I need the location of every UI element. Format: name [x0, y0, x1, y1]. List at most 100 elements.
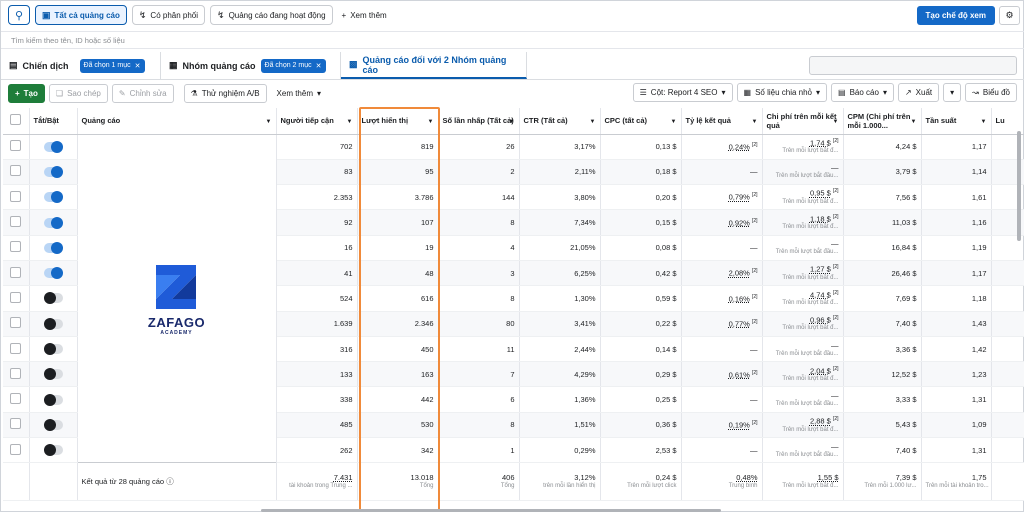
delivery-toggle[interactable]	[43, 241, 63, 254]
search-icon[interactable]: ⚲	[8, 5, 30, 25]
impressions-cell: 342	[357, 437, 439, 464]
delivery-toggle[interactable]	[43, 444, 63, 457]
search-input[interactable]: Tìm kiếm theo tên, ID hoặc số liệu	[1, 31, 1024, 49]
columns-button[interactable]: ☰ Cột: Report 4 SEO ▾	[632, 83, 733, 102]
col-toggle[interactable]: Tắt/Bật	[29, 108, 78, 135]
row-checkbox[interactable]	[3, 134, 30, 160]
delivery-toggle[interactable]	[43, 267, 63, 280]
col-frequency[interactable]: Tần suất ▼	[921, 108, 992, 135]
table-row[interactable]: 338 442 6 1,36% 0,25 $ — — Trên mỗi lượt bắt đầ…	[3, 386, 1024, 413]
select-all-checkbox[interactable]	[3, 108, 30, 135]
date-range-box[interactable]	[809, 56, 1017, 75]
close-icon[interactable]: ✕	[134, 62, 141, 70]
result-rate-cell: —	[681, 235, 763, 261]
table-row[interactable]: 16 19 4 21,05% 0,08 $ — — Trên mỗi lượt bắt đầu…	[3, 235, 1024, 261]
export-menu-button[interactable]: ▾	[943, 83, 962, 102]
delivery-toggle[interactable]	[43, 292, 63, 305]
row-checkbox[interactable]	[3, 159, 30, 186]
info-icon[interactable]: ⓘ	[166, 477, 174, 487]
cpc-cell: 0,15 $	[600, 209, 682, 236]
row-checkbox[interactable]	[3, 235, 30, 261]
row-checkbox[interactable]	[3, 437, 30, 464]
close-icon[interactable]: ✕	[315, 62, 322, 70]
cpc-cell: 0,13 $	[600, 134, 682, 160]
adset-selection-chip[interactable]: Đã chọn 2 mục ✕	[260, 58, 326, 73]
delivery-toggle[interactable]	[43, 368, 63, 381]
table-row[interactable]: 1.639 2.346 80 3,41% 0,22 $0,77% [2] 0,96 $ […	[3, 311, 1024, 337]
col-cpm[interactable]: CPM (Chi phí trên mỗi 1.000... ▼	[843, 108, 922, 135]
row-checkbox[interactable]	[3, 184, 30, 211]
table-row[interactable]: ZAFAGO ACADEMY 702 819 26 3,17% 0,13 $0,24% …	[3, 134, 1024, 463]
col-ctr[interactable]: CTR (Tất cả) ▼	[519, 108, 601, 135]
breakdown-button[interactable]: ▦ Số liệu chia nhỏ ▾	[736, 83, 828, 102]
more-actions-button[interactable]: Xem thêm ▾	[270, 83, 328, 103]
row-checkbox[interactable]	[3, 285, 30, 312]
col-ad[interactable]: Quảng cáo ▼	[77, 108, 277, 135]
table-row[interactable]: 2.353 3.786 144 3,80% 0,20 $0,79% [2] 0,95 $ …	[3, 184, 1024, 211]
row-checkbox[interactable]	[3, 311, 30, 337]
table-row[interactable]: 262 342 1 0,29% 2,53 $ — — Trên mỗi lượt bắt đầ…	[3, 437, 1024, 464]
row-checkbox[interactable]	[3, 412, 30, 439]
horizontal-scrollbar[interactable]	[261, 509, 721, 512]
tab-campaigns[interactable]: ▤ Chiến dịch Đã chọn 1 mục ✕	[1, 52, 161, 79]
cost-per-result-cell: 1,27 $ [2] Trên mỗi lượt bắt đ...	[762, 260, 844, 287]
cpm-cell: 5,43 $	[843, 412, 922, 439]
ab-test-button[interactable]: ⚗ Thử nghiệm A/B	[183, 83, 267, 103]
ctr-cell: 1,30%	[519, 285, 601, 312]
breakdown-icon: ▦	[743, 88, 752, 97]
duplicate-button[interactable]: ❏ Sao chép	[48, 83, 108, 103]
filter-all-ads[interactable]: ▣ Tất cả quảng cáo	[35, 5, 127, 25]
cpc-cell: 0,22 $	[600, 311, 682, 337]
delivery-toggle[interactable]	[43, 418, 63, 431]
vertical-scrollbar[interactable]	[1017, 131, 1021, 241]
col-cpc[interactable]: CPC (tất cả) ▼	[600, 108, 682, 135]
row-checkbox[interactable]	[3, 209, 30, 236]
delivery-toggle[interactable]	[43, 317, 63, 330]
col-cost-per-result[interactable]: Chi phí trên mỗi kết quả ▼	[762, 108, 844, 135]
delivery-toggle[interactable]	[43, 140, 63, 153]
tab-ad-sets[interactable]: ▦ Nhóm quảng cáo Đã chọn 2 mục ✕	[161, 52, 341, 79]
table-row[interactable]: 83 95 2 2,11% 0,18 $ — — Trên mỗi lượt bắt đầu.…	[3, 159, 1024, 186]
delivery-toggle[interactable]	[43, 343, 63, 356]
table-row[interactable]: 92 107 8 7,34% 0,15 $0,92% [2] 1,18 $ [2] Trên…	[3, 209, 1024, 236]
see-more-filters[interactable]: + Xem thêm	[341, 10, 387, 20]
col-impressions[interactable]: Lượt hiển thị ▼	[357, 108, 439, 135]
row-checkbox[interactable]	[3, 336, 30, 363]
caret-down-icon: ▼	[910, 119, 917, 125]
table-row[interactable]: 316 450 11 2,44% 0,14 $ — — Trên mỗi lượt bắt đ…	[3, 336, 1024, 363]
export-button[interactable]: ↗ Xuất	[897, 83, 940, 102]
delivery-toggle[interactable]	[43, 191, 63, 204]
delivery-toggle[interactable]	[43, 165, 63, 178]
sliders-icon[interactable]: ⚙	[999, 6, 1020, 25]
row-checkbox[interactable]	[3, 386, 30, 413]
totals-row: Kết quả từ 28 quảng cáo ⓘ 7.431 tài khoản …	[3, 462, 1024, 502]
col-clicks[interactable]: Số lần nhấp (Tất cả) ▼	[438, 108, 520, 135]
col-result-rate[interactable]: Tỷ lệ kết quả ▼	[681, 108, 763, 135]
clicks-cell: 8	[438, 412, 520, 439]
row-checkbox[interactable]	[3, 361, 30, 388]
reports-button[interactable]: ▤ Báo cáo ▾	[831, 83, 894, 102]
filter-active-ads[interactable]: ↯ Quảng cáo đang hoạt động	[210, 5, 333, 25]
clicks-cell: 26	[438, 134, 520, 160]
col-last[interactable]: Lu	[991, 108, 1024, 135]
row-checkbox[interactable]	[3, 260, 30, 287]
delivery-toggle[interactable]	[43, 393, 63, 406]
cpc-cell: 0,29 $	[600, 361, 682, 388]
tab-ads[interactable]: ▩ Quảng cáo đối với 2 Nhóm quảng cáo	[341, 52, 527, 79]
filter-delivering[interactable]: ↯ Có phân phối	[131, 5, 206, 25]
cpm-cell: 3,79 $	[843, 159, 922, 186]
cpc-cell: 0,42 $	[600, 260, 682, 287]
table-row[interactable]: 41 48 3 6,25% 0,42 $2,08% [2] 1,27 $ [2] Trên …	[3, 260, 1024, 287]
footer-blank	[3, 462, 30, 502]
table-row[interactable]: 133 163 7 4,29% 0,29 $0,61% [2] 2,04 $ [2] Trê…	[3, 361, 1024, 388]
charts-button[interactable]: ↝ Biểu đồ	[965, 83, 1017, 102]
create-view-button[interactable]: Tạo chế độ xem	[916, 6, 995, 25]
edit-button[interactable]: ✎ Chỉnh sửa	[111, 83, 174, 103]
table-row[interactable]: 485 530 8 1,51% 0,36 $0,19% [2] 2,88 $ [2] Trê…	[3, 412, 1024, 439]
create-button[interactable]: + Tạo	[8, 83, 45, 103]
impressions-cell: 442	[357, 386, 439, 413]
table-row[interactable]: 524 616 8 1,30% 0,59 $0,16% [2] 4,74 $ [2] Trê…	[3, 285, 1024, 312]
delivery-toggle[interactable]	[43, 216, 63, 229]
campaign-selection-chip[interactable]: Đã chọn 1 mục ✕	[79, 58, 145, 73]
col-reach[interactable]: Người tiếp cận ▼	[276, 108, 358, 135]
